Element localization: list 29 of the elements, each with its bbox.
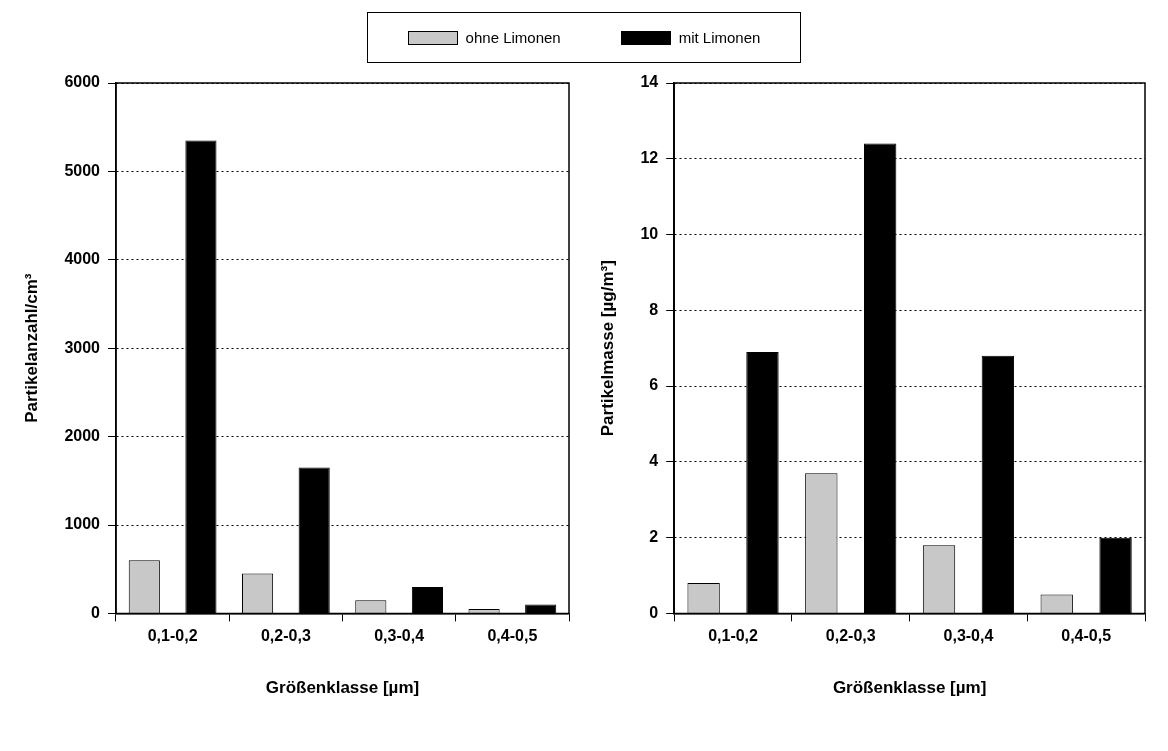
x-axis-title: Größenklasse [µm] — [265, 678, 420, 698]
y-tick-label: 2 — [649, 528, 659, 546]
y-tick-label: 12 — [640, 149, 659, 167]
y-tick-label: 6000 — [64, 73, 101, 91]
x-tick-label: 0,2-0,3 — [825, 627, 876, 645]
y-tick-label: 14 — [640, 73, 659, 91]
legend-label: ohne Limonen — [465, 29, 561, 46]
x-tick-label: 0,2-0,3 — [260, 627, 311, 645]
y-tick-label: 0 — [649, 603, 659, 621]
y-tick-label: 5000 — [64, 161, 101, 179]
x-tick-label: 0,4-0,5 — [1061, 627, 1112, 645]
y-tick-label: 1000 — [64, 515, 101, 533]
y-tick-label: 0 — [91, 603, 101, 621]
y-axis-title: Partikelmasse [µg/m³] — [597, 260, 617, 437]
x-tick-label: 0,1-0,2 — [708, 627, 759, 645]
y-tick-label: 4 — [649, 452, 659, 470]
x-axis-title: Größenklasse [µm] — [832, 678, 987, 698]
x-tick-label: 0,3-0,4 — [943, 627, 994, 645]
y-tick-label: 10 — [640, 224, 659, 242]
y-tick-label: 3000 — [64, 338, 101, 356]
y-tick-label: 6 — [649, 376, 659, 394]
y-tick-label: 4000 — [64, 250, 101, 268]
x-tick-label: 0,3-0,4 — [374, 627, 425, 645]
y-axis-title: Partikelanzahl/cm³ — [21, 273, 41, 423]
y-tick-label: 2000 — [64, 427, 101, 445]
x-tick-label: 0,1-0,2 — [147, 627, 198, 645]
legend-label: mit Limonen — [678, 29, 761, 46]
x-tick-label: 0,4-0,5 — [487, 627, 538, 645]
y-tick-label: 8 — [649, 300, 659, 318]
